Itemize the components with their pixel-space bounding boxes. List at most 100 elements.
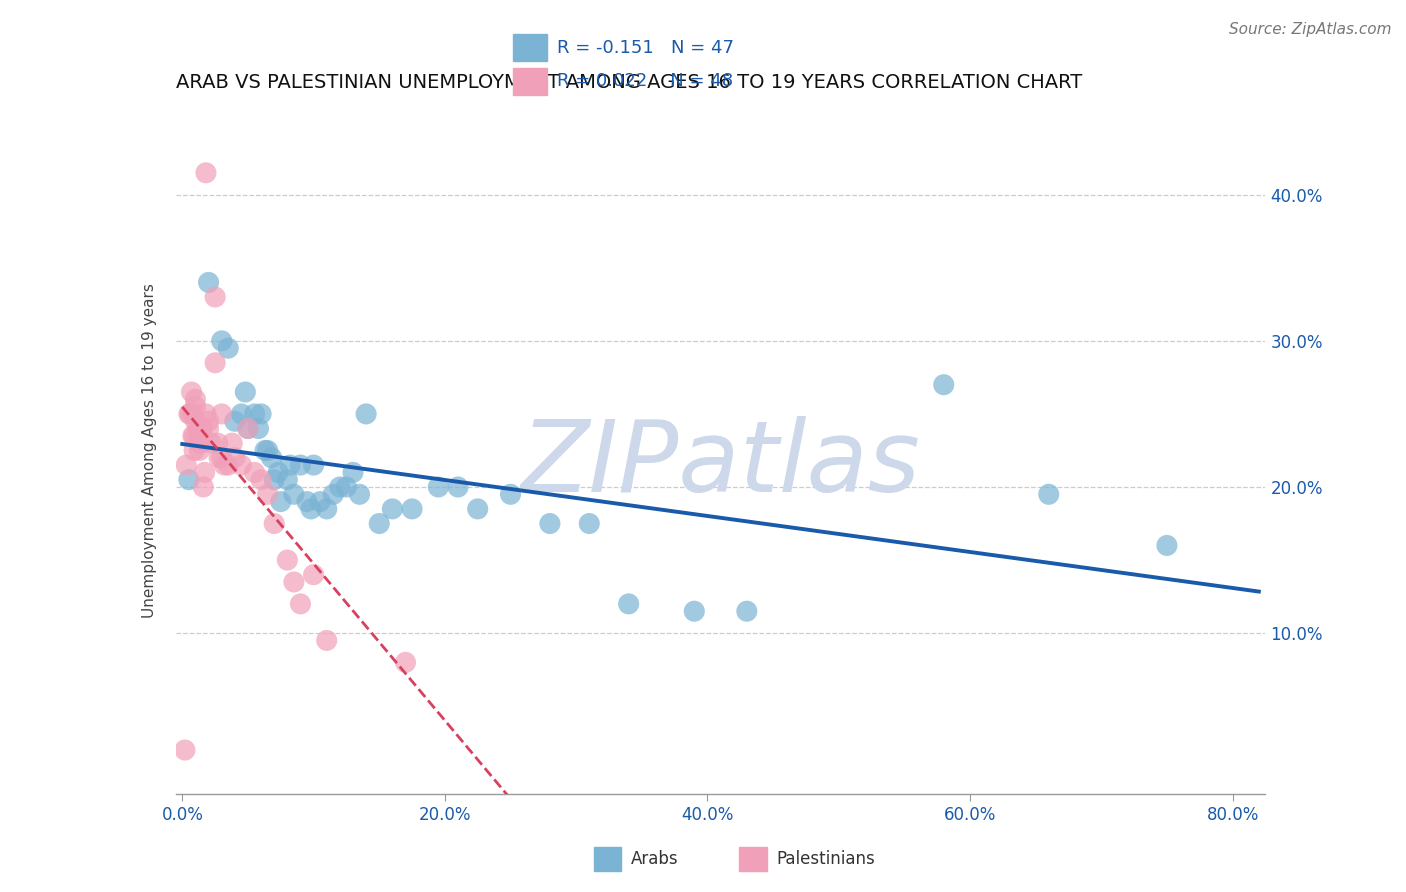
Point xyxy=(200,436,222,450)
Text: Palestinians: Palestinians xyxy=(776,850,875,868)
Point xyxy=(214,458,236,472)
Point xyxy=(233,384,256,399)
Point xyxy=(217,458,239,472)
Point xyxy=(278,458,301,472)
Point xyxy=(315,633,337,648)
Point xyxy=(231,458,253,472)
Point xyxy=(1038,487,1060,501)
Point xyxy=(197,414,219,428)
Point xyxy=(270,494,292,508)
Point xyxy=(309,494,332,508)
Point xyxy=(250,473,273,487)
Point xyxy=(299,502,322,516)
Point xyxy=(194,407,217,421)
Point xyxy=(191,421,214,435)
Point xyxy=(467,502,489,516)
Point xyxy=(295,494,318,508)
Point xyxy=(179,407,201,421)
Point xyxy=(183,429,205,443)
Point xyxy=(263,473,285,487)
Point xyxy=(197,276,219,290)
Point xyxy=(1156,538,1178,552)
Bar xyxy=(513,34,547,61)
Point xyxy=(335,480,357,494)
Text: ARAB VS PALESTINIAN UNEMPLOYMENT AMONG AGES 16 TO 19 YEARS CORRELATION CHART: ARAB VS PALESTINIAN UNEMPLOYMENT AMONG A… xyxy=(176,72,1083,92)
Point xyxy=(204,290,226,304)
Point xyxy=(260,450,283,465)
Point xyxy=(354,407,377,421)
Point xyxy=(204,356,226,370)
Point xyxy=(283,574,305,589)
Point xyxy=(211,450,233,465)
Point xyxy=(290,458,312,472)
Point xyxy=(211,407,233,421)
Point xyxy=(187,429,209,443)
Point xyxy=(267,466,290,480)
Bar xyxy=(513,69,547,95)
Bar xyxy=(593,847,621,871)
Point xyxy=(538,516,561,531)
Point xyxy=(177,407,200,421)
Point xyxy=(243,466,266,480)
Point xyxy=(302,567,325,582)
Point xyxy=(250,407,273,421)
Point xyxy=(302,458,325,472)
Point xyxy=(932,377,955,392)
Point xyxy=(276,473,298,487)
Point xyxy=(194,166,217,180)
Point xyxy=(368,516,391,531)
Text: Arabs: Arabs xyxy=(631,850,678,868)
Point xyxy=(190,436,212,450)
Point xyxy=(181,429,204,443)
Point xyxy=(197,421,219,435)
Point xyxy=(256,443,278,458)
Point xyxy=(617,597,640,611)
Point xyxy=(256,487,278,501)
Point xyxy=(188,436,211,450)
Point xyxy=(578,516,600,531)
Point xyxy=(683,604,706,618)
Point xyxy=(194,466,217,480)
Text: Source: ZipAtlas.com: Source: ZipAtlas.com xyxy=(1229,22,1392,37)
Point xyxy=(735,604,758,618)
Point xyxy=(187,421,209,435)
Point xyxy=(174,458,197,472)
Point xyxy=(183,443,205,458)
Point xyxy=(401,502,423,516)
Point xyxy=(174,743,197,757)
Point xyxy=(342,466,364,480)
Point xyxy=(184,414,207,428)
Point xyxy=(381,502,404,516)
Point xyxy=(427,480,450,494)
Point xyxy=(276,553,298,567)
Point xyxy=(447,480,470,494)
Point xyxy=(499,487,522,501)
Point xyxy=(231,407,253,421)
Point xyxy=(247,421,270,435)
Point xyxy=(184,392,207,407)
Point xyxy=(329,480,352,494)
Point xyxy=(315,502,337,516)
Point xyxy=(394,656,416,670)
Point xyxy=(290,597,312,611)
Y-axis label: Unemployment Among Ages 16 to 19 years: Unemployment Among Ages 16 to 19 years xyxy=(142,283,157,618)
Point xyxy=(191,421,214,435)
Point xyxy=(181,407,204,421)
Point xyxy=(207,436,229,450)
Point xyxy=(180,384,202,399)
Point xyxy=(322,487,344,501)
Bar xyxy=(740,847,766,871)
Point xyxy=(193,480,215,494)
Point xyxy=(224,414,246,428)
Text: ZIPatlas: ZIPatlas xyxy=(520,416,921,513)
Point xyxy=(177,473,200,487)
Point xyxy=(263,516,285,531)
Point xyxy=(283,487,305,501)
Point xyxy=(253,443,276,458)
Point xyxy=(208,450,231,465)
Point xyxy=(217,341,239,355)
Point xyxy=(243,407,266,421)
Point xyxy=(184,400,207,414)
Point xyxy=(211,334,233,348)
Text: R = -0.151   N = 47: R = -0.151 N = 47 xyxy=(557,39,734,57)
